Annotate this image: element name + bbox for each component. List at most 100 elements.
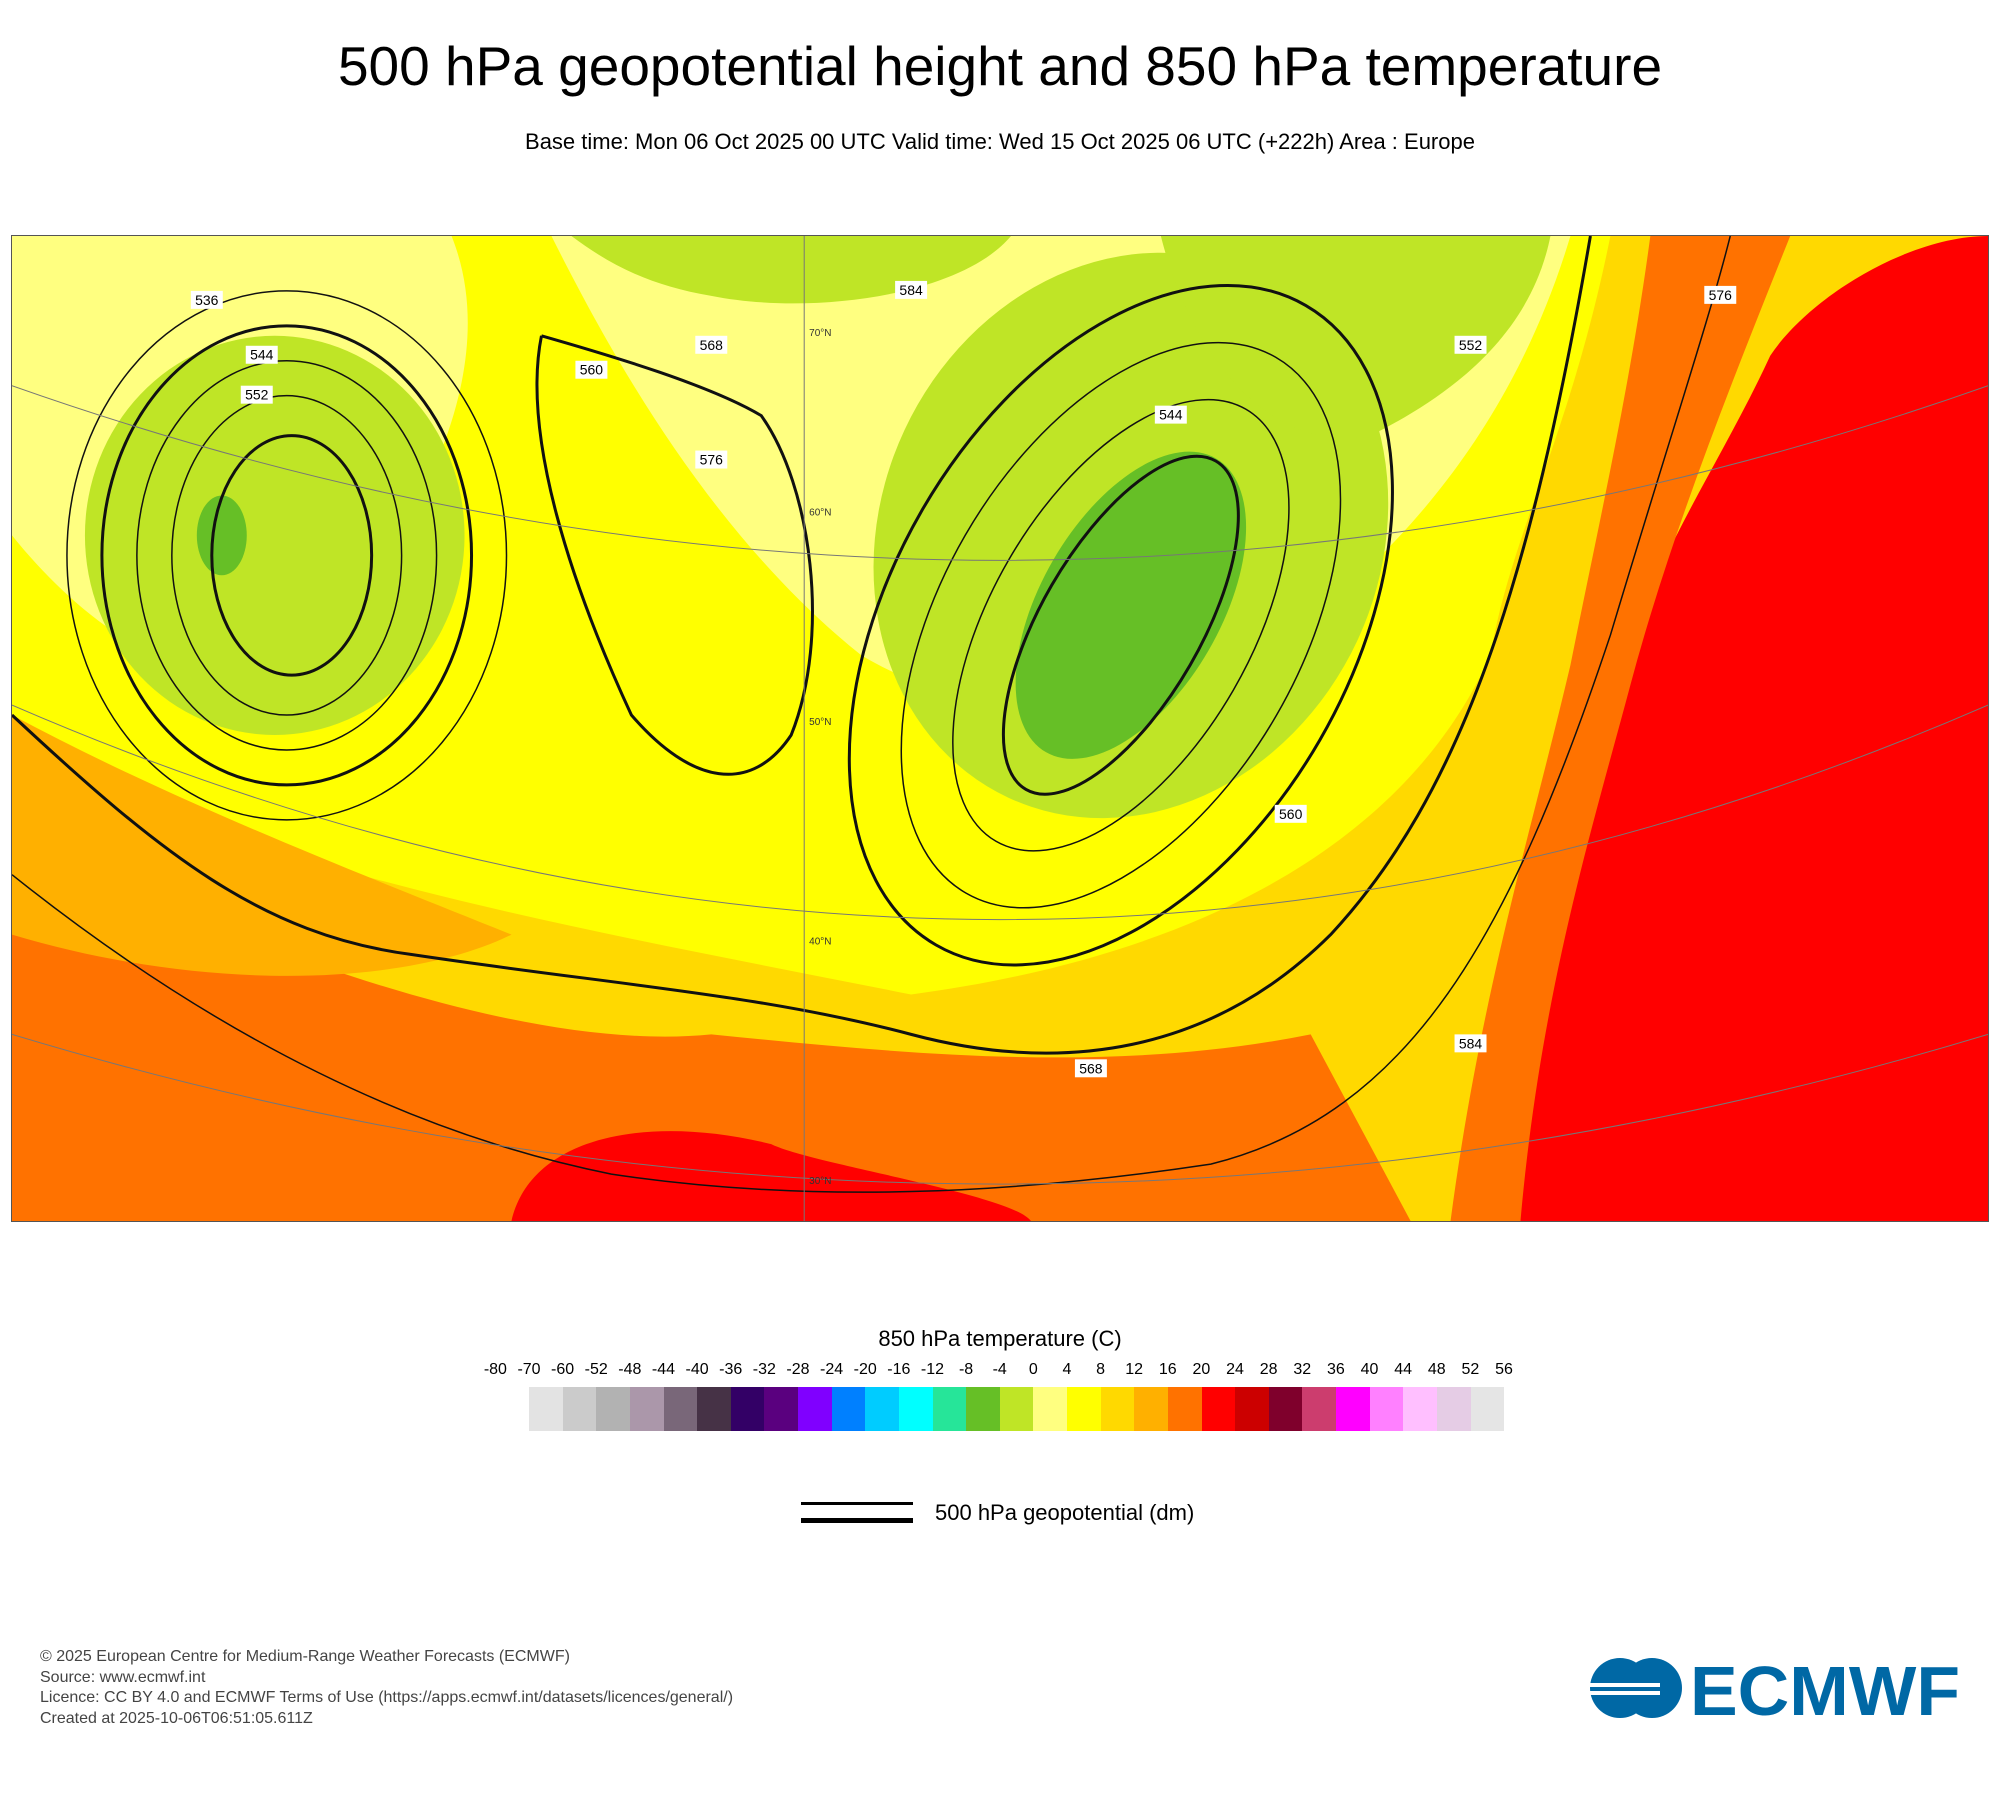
colorbar-tick-label: -12 (920, 1361, 944, 1378)
contour-low1 (66, 290, 508, 821)
colorbar-tick-label: 16 (1158, 1361, 1177, 1378)
svg-text:536: 536 (195, 292, 219, 308)
colorbar-swatch (596, 1387, 630, 1431)
temp-region-orange-south (12, 834, 1411, 1221)
geopotential-contours (12, 236, 1731, 1193)
contour-label: 584 (1454, 1034, 1487, 1053)
legend-line-thick (801, 1518, 913, 1523)
contour-label: 544 (1154, 405, 1187, 424)
colorbar-swatch (764, 1387, 798, 1431)
colorbar-tick-label: 44 (1394, 1361, 1413, 1378)
temp-region-darkgreen-low2 (1015, 451, 1247, 759)
colorbar-swatch (898, 1387, 933, 1431)
colorbar-tick-label: 36 (1326, 1361, 1345, 1378)
colorbar-swatch (529, 1387, 563, 1431)
footer-copyright: © 2025 European Centre for Medium-Range … (40, 1648, 570, 1665)
colorbar-tick-label: 8 (1096, 1361, 1105, 1378)
latitude-label: 30°N (809, 1176, 831, 1187)
colorbar-swatch (1436, 1387, 1471, 1431)
temp-region-darkgreen-low1 (196, 495, 247, 576)
contour-label: 536 (190, 290, 223, 309)
colorbar-tick-label: -8 (958, 1361, 974, 1378)
colorbar-tick-label: -44 (651, 1361, 676, 1378)
svg-text:560: 560 (580, 362, 604, 378)
colorbar-tick-label: 28 (1259, 1361, 1278, 1378)
svg-text:552: 552 (245, 387, 269, 403)
contour-low1 (171, 394, 403, 716)
svg-text:552: 552 (1459, 337, 1483, 353)
colorbar-swatch (1100, 1387, 1135, 1431)
colorbar-tick-label: 48 (1427, 1361, 1446, 1378)
svg-text:568: 568 (700, 337, 724, 353)
contour-low2 (847, 283, 1394, 967)
svg-text:576: 576 (700, 452, 724, 468)
colorbar-tick-label: 32 (1293, 1361, 1312, 1378)
ecmwf-logo: ECMWF (1590, 1655, 1960, 1721)
colorbar-swatch (966, 1387, 1000, 1431)
footer-created: Created at 2025-10-06T06:51:05.611Z (40, 1709, 313, 1727)
colorbar-tick-label: 56 (1495, 1361, 1513, 1378)
contour-584 (12, 236, 1731, 1193)
svg-text:584: 584 (899, 282, 923, 298)
contour-label: 568 (695, 335, 728, 354)
colorbar-tick-label: 52 (1461, 1361, 1480, 1378)
contour-label: 544 (245, 345, 278, 364)
colorbar-tick-label: -52 (584, 1361, 608, 1378)
temp-region-green-ne (1160, 236, 1551, 439)
colorbar-tick-label: -24 (820, 1361, 844, 1378)
colorbar-swatch (798, 1387, 832, 1431)
colorbar-swatch (1201, 1387, 1236, 1431)
colorbar-tick-label: -80 (483, 1361, 507, 1378)
latitude-label: 40°N (809, 937, 831, 948)
colorbar-tick-label: 12 (1125, 1361, 1144, 1378)
colorbar-swatch (1403, 1387, 1437, 1431)
colorbar-tick-label: -48 (618, 1361, 642, 1378)
colorbar-swatch (999, 1387, 1034, 1431)
contour-low1 (210, 434, 374, 677)
chart-subtitle: Base time: Mon 06 Oct 2025 00 UTC Valid … (525, 129, 1475, 154)
colorbar-swatch (1268, 1387, 1303, 1431)
contour-legend-label: 500 hPa geopotential (dm) (935, 1500, 1195, 1525)
svg-text:544: 544 (250, 347, 274, 363)
colorbar-tick-label: 0 (1028, 1361, 1038, 1378)
colorbar-swatch (1167, 1387, 1202, 1431)
colorbar-swatch (865, 1387, 899, 1431)
contour-576-ridge (535, 334, 814, 776)
svg-text:544: 544 (1159, 407, 1183, 423)
colorbar-swatch (1067, 1387, 1101, 1431)
colorbar-swatch (1336, 1387, 1370, 1431)
weather-map: 536 544 552 560 568 576 584 544 552 560 568 576 584 7… (11, 235, 1989, 1222)
graticule (12, 236, 1988, 1221)
latitude-label: 70°N (809, 328, 831, 339)
colorbar-swatch (1033, 1387, 1067, 1431)
temp-region-red-east (1519, 236, 1988, 1221)
colorbar-tick-label: -4 (992, 1361, 1007, 1378)
contour-low2 (1001, 454, 1240, 796)
colorbar-swatch (1470, 1387, 1505, 1431)
legend-line-thin (801, 1502, 913, 1505)
colorbar-tick-label: -32 (752, 1361, 776, 1378)
colorbar-swatch (1235, 1387, 1269, 1431)
colorbar-tick-label: -36 (719, 1361, 743, 1378)
colorbar-tick-label: 40 (1360, 1361, 1379, 1378)
contour-label: 552 (1454, 335, 1487, 354)
contour-label: 576 (1704, 285, 1737, 304)
footer: © 2025 European Centre for Medium-Range … (40, 1647, 733, 1729)
colorbar-tick-label: 20 (1192, 1361, 1211, 1378)
temp-region-orange-east (1450, 236, 1791, 1221)
colorbar-swatch (663, 1387, 698, 1431)
chart-title: 500 hPa geopotential height and 850 hPa … (337, 35, 1663, 97)
colorbar-swatch (1369, 1387, 1404, 1431)
contour-label: 560 (575, 360, 608, 379)
latitude-label: 50°N (809, 717, 831, 728)
svg-text:576: 576 (1709, 287, 1733, 303)
colorbar-ticks: -80 -70 -60 -52 -48 -44 -40 -36 -32 -28 -24 -20 -16-… (0, 1361, 2000, 1381)
colorbar-swatch (562, 1387, 597, 1431)
contour-low2 (900, 341, 1342, 909)
footer-source: Source: www.ecmwf.int (40, 1668, 206, 1686)
colorbar-swatch (831, 1387, 866, 1431)
colorbar-swatch (1302, 1387, 1336, 1431)
colorbar-tick-label: -20 (853, 1361, 877, 1378)
footer-licence: Licence: CC BY 4.0 and ECMWF Terms of Us… (40, 1689, 734, 1706)
latitude-label: 60°N (809, 507, 831, 518)
